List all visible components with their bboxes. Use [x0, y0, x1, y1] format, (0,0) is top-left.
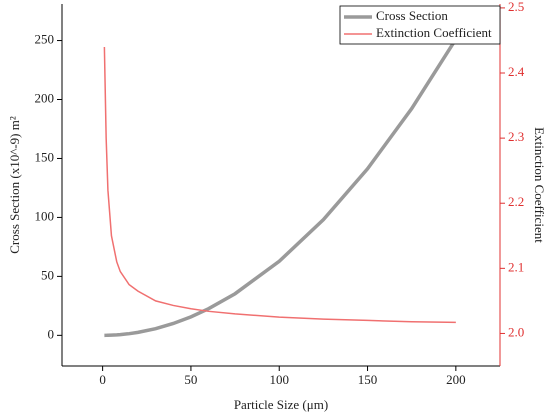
- series-line: [103, 46, 456, 324]
- y-tick-label: 200: [35, 90, 55, 105]
- y2-tick-label: 2.4: [508, 64, 525, 79]
- y2-tick-label: 2.3: [508, 129, 524, 144]
- y-tick-label: 150: [35, 149, 55, 164]
- x-tick-label: 200: [446, 372, 466, 387]
- y-tick-label: 100: [35, 208, 55, 223]
- y2-tick-label: 2.1: [508, 259, 524, 274]
- x-axis-label: Particle Size (μm): [234, 397, 328, 412]
- legend-label: Extinction Coefficient: [376, 25, 492, 40]
- x-tick-label: 100: [269, 372, 289, 387]
- legend-box: [339, 5, 501, 45]
- y-tick-label: 250: [35, 32, 55, 47]
- y2-tick-label: 2.0: [508, 324, 524, 339]
- y2-axis-label: Extinction Coefficient: [532, 127, 547, 243]
- legend-label: Cross Section: [376, 8, 448, 23]
- x-tick-label: 0: [99, 372, 106, 387]
- y-axis-label: Cross Section (x10^-9) m²: [7, 116, 22, 254]
- y2-tick-label: 2.2: [508, 194, 524, 209]
- series-line: [104, 38, 458, 338]
- y-tick-label: 0: [48, 326, 55, 341]
- x-tick-label: 50: [184, 372, 197, 387]
- y2-tick-label: 2.5: [508, 0, 524, 14]
- x-tick-label: 150: [358, 372, 378, 387]
- y-tick-label: 50: [41, 267, 54, 282]
